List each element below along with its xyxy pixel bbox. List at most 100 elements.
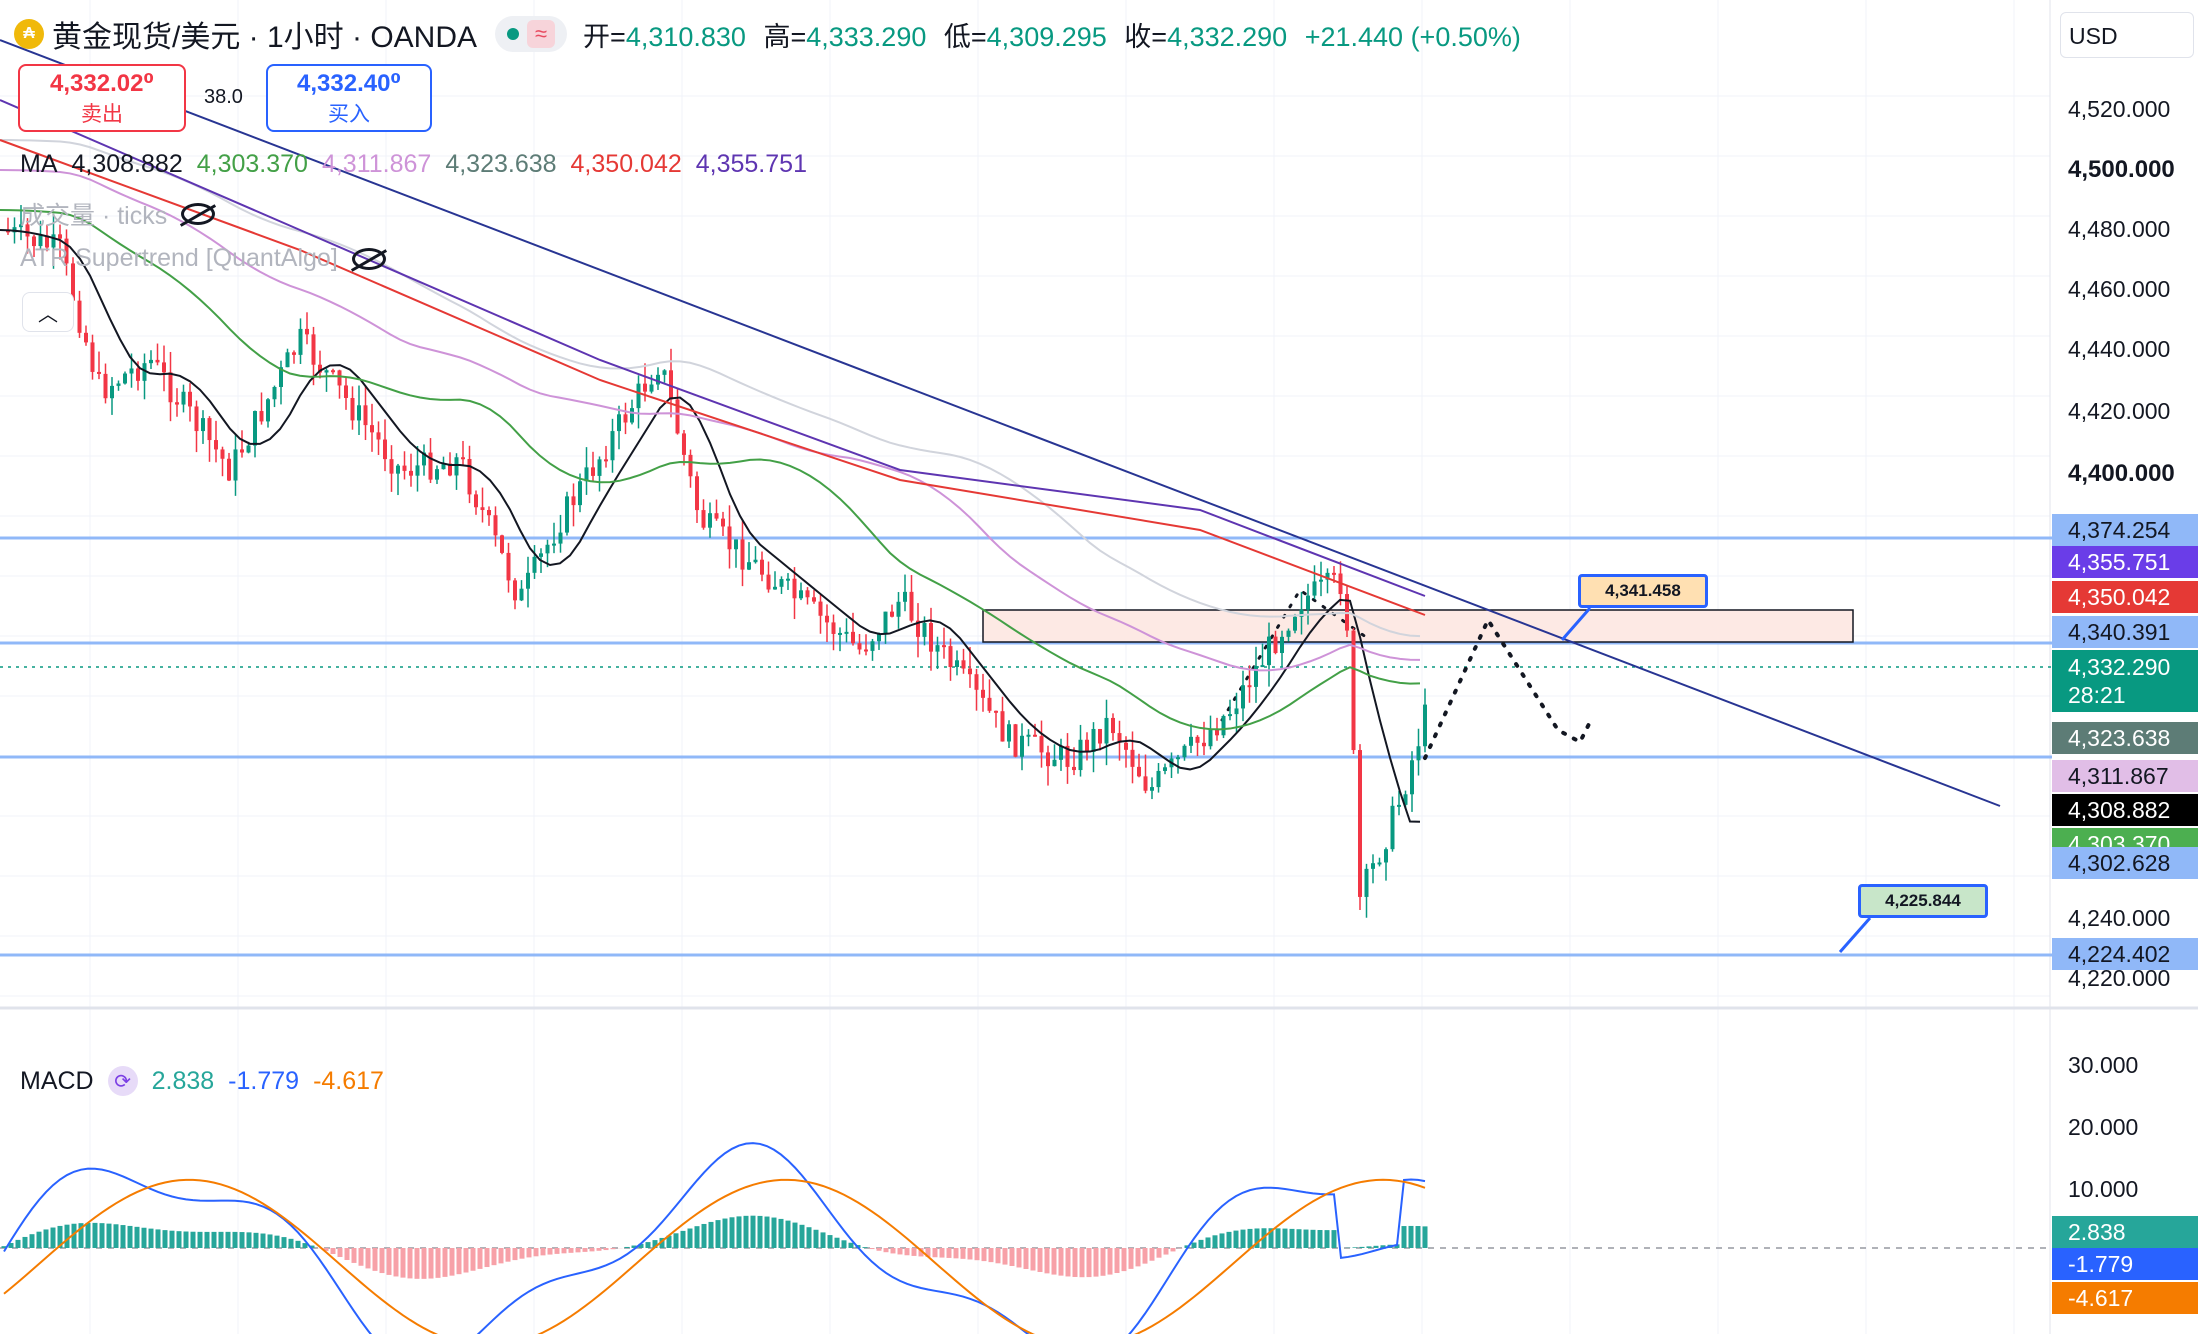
- candle-body: [461, 457, 465, 460]
- candle-body: [175, 402, 179, 405]
- macd-histogram-bar: [981, 1248, 987, 1262]
- candle-body: [1254, 666, 1258, 687]
- currency-selector[interactable]: USD: [2060, 12, 2194, 58]
- macd-histogram-bar: [134, 1226, 140, 1248]
- macd-histogram-bar: [463, 1248, 469, 1273]
- refresh-icon[interactable]: ⟳: [107, 1066, 138, 1096]
- price-line-tag[interactable]: 4,350.042: [2052, 581, 2198, 613]
- candle-body: [1098, 728, 1102, 744]
- ma-legend[interactable]: MA 4,308.882 4,303.370 4,311.867 4,323.6…: [20, 150, 807, 179]
- macd-histogram-bar: [1401, 1226, 1407, 1248]
- macd-histogram-bar: [596, 1248, 602, 1251]
- macd-histogram-bar: [295, 1240, 301, 1248]
- macd-value-tag[interactable]: -4.617: [2052, 1282, 2198, 1314]
- candle-body: [1020, 735, 1024, 757]
- candle-body: [909, 591, 914, 621]
- candle-body: [818, 601, 823, 616]
- candle-body: [890, 611, 894, 617]
- macd-histogram-bar: [771, 1217, 777, 1248]
- macd-histogram-bar: [1107, 1248, 1113, 1275]
- macd-histogram-bar: [1191, 1242, 1197, 1248]
- price-callout-upper[interactable]: 4,341.458: [1578, 574, 1708, 608]
- candle-body: [253, 411, 257, 446]
- macd-histogram-bar: [659, 1237, 665, 1248]
- macd-histogram-bar: [512, 1248, 518, 1261]
- trendline: [0, 39, 2001, 807]
- candle-body: [714, 513, 719, 519]
- price-line-tag[interactable]: 4,302.628: [2052, 847, 2198, 879]
- macd-histogram-bar: [932, 1248, 938, 1258]
- candle-body: [376, 432, 381, 440]
- candle-body: [747, 562, 751, 570]
- sell-button[interactable]: 4,332.02⁰ 卖出: [18, 64, 186, 132]
- macd-histogram-bar: [624, 1246, 630, 1248]
- price-line-tag[interactable]: 4,224.402: [2052, 938, 2198, 970]
- candle-body: [233, 449, 238, 481]
- candle-body: [435, 469, 439, 480]
- supertrend-indicator-row[interactable]: ATR Supertrend [QuantAlgo]: [20, 244, 386, 273]
- hidden-eye-icon[interactable]: [351, 247, 386, 270]
- candle-body: [792, 578, 797, 599]
- candle-body: [916, 620, 920, 637]
- candle-body: [1306, 595, 1310, 610]
- macd-histogram-bar: [477, 1248, 483, 1269]
- macd-histogram-bar: [1359, 1246, 1365, 1248]
- candle-body: [1052, 759, 1057, 767]
- last-price-tag[interactable]: 4,332.290 28:21: [2052, 650, 2198, 712]
- macd-histogram-bar: [995, 1248, 1001, 1264]
- candle-body: [519, 588, 524, 601]
- macd-value-tag[interactable]: -1.779: [2052, 1248, 2198, 1280]
- ma-value: 4,323.638: [445, 150, 557, 178]
- buy-label: 买入: [328, 102, 370, 126]
- candle-body: [688, 454, 693, 477]
- price-line-tag[interactable]: 4,323.638: [2052, 722, 2198, 754]
- candle-body: [591, 467, 595, 476]
- candle-body: [428, 452, 433, 480]
- macd-histogram-bar: [911, 1248, 917, 1256]
- symbol-title[interactable]: 黄金现货/美元 · 1小时 · OANDA: [52, 21, 478, 54]
- macd-histogram-bar: [393, 1248, 399, 1277]
- candle-body: [1325, 572, 1330, 580]
- macd-histogram-bar: [267, 1234, 273, 1248]
- candle-body: [214, 440, 218, 450]
- candle-body: [1117, 733, 1122, 743]
- market-status-pill[interactable]: ≈: [495, 16, 568, 52]
- hidden-eye-icon[interactable]: [181, 203, 216, 225]
- price-line-tag[interactable]: 4,355.751: [2052, 546, 2198, 578]
- macd-histogram-bar: [1149, 1248, 1155, 1261]
- buy-button[interactable]: 4,332.40⁰ 买入: [266, 64, 432, 132]
- macd-histogram-bar: [442, 1248, 448, 1277]
- candle-body: [71, 263, 75, 301]
- price-line-tag[interactable]: 4,374.254: [2052, 514, 2198, 546]
- price-line-tag[interactable]: 4,311.867: [2052, 760, 2198, 792]
- price-callout-lower[interactable]: 4,225.844: [1858, 884, 1988, 918]
- candle-body: [363, 405, 368, 426]
- macd-histogram-bar: [1303, 1229, 1309, 1248]
- volume-indicator-row[interactable]: 成交量 · ticks: [20, 196, 216, 232]
- macd-histogram-bar: [785, 1220, 791, 1248]
- macd-legend[interactable]: MACD ⟳ 2.838 -1.779 -4.617: [20, 1066, 384, 1096]
- callout-pointer: [1560, 607, 1592, 641]
- candle-body: [259, 411, 264, 422]
- candle-body: [305, 328, 309, 335]
- sell-label: 卖出: [81, 102, 123, 126]
- price-line-tag[interactable]: 4,340.391: [2052, 616, 2198, 648]
- collapse-legend-button[interactable]: ︿: [22, 292, 74, 332]
- macd-signal-value: -4.617: [313, 1066, 384, 1095]
- candle-body: [1000, 711, 1005, 742]
- macd-histogram-bar: [1373, 1245, 1379, 1248]
- ma-line: [0, 169, 1421, 672]
- bar-countdown: 28:21: [2068, 682, 2126, 708]
- macd-histogram-bar: [106, 1223, 112, 1248]
- candle-body: [188, 391, 192, 407]
- supertrend-indicator-label: ATR Supertrend [QuantAlgo]: [20, 244, 338, 272]
- candle-body: [1312, 581, 1317, 596]
- macd-histogram-bar: [603, 1248, 609, 1251]
- macd-histogram-bar: [841, 1240, 847, 1248]
- macd-value-tag[interactable]: 2.838: [2052, 1216, 2198, 1248]
- macd-histogram-bar: [421, 1248, 427, 1279]
- price-line-tag[interactable]: 4,308.882: [2052, 794, 2198, 826]
- price-axis-label: 4,420.000: [2068, 398, 2171, 424]
- candle-body: [552, 543, 556, 546]
